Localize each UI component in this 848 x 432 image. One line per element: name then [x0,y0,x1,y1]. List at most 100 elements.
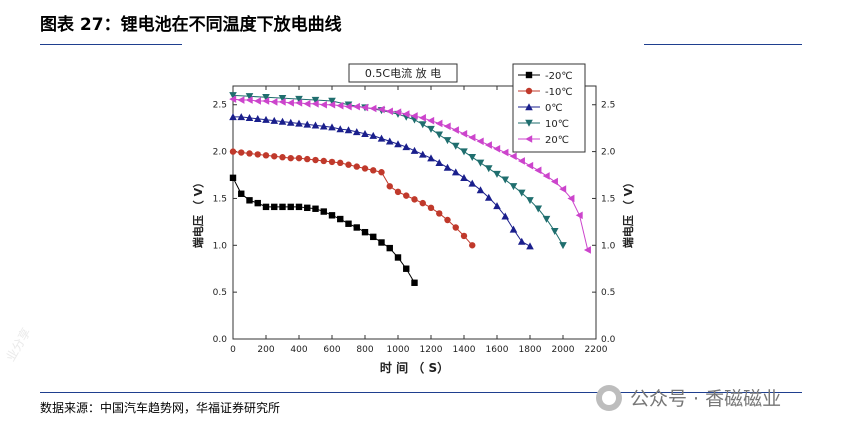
data-point [402,110,410,118]
y-tick-label: 2.0 [213,148,228,158]
chart-title-box [348,63,458,83]
data-point [469,242,476,249]
data-point [435,131,444,139]
data-point [427,154,435,162]
data-point [484,165,493,173]
data-point [575,211,583,220]
data-point [262,152,270,159]
data-point [443,122,451,131]
y-tick-label: 2.5 [213,101,227,111]
y-tick-label: 0.0 [213,335,228,345]
data-point [460,232,468,240]
legend-label: -20℃ [545,71,573,82]
data-point [304,204,311,212]
data-point [245,93,254,101]
data-point [287,203,294,211]
data-point [278,94,287,102]
chart-title: 0.5C电流 放 电 [365,66,441,80]
data-point [542,172,550,180]
legend-label: 10℃ [545,119,569,130]
data-point [311,96,320,104]
y-tick-label-right: 0.5 [601,288,615,298]
data-point [443,163,452,171]
data-point [410,146,419,154]
data-point [402,143,411,151]
data-point [377,134,386,142]
x-tick-label: 1000 [387,345,410,355]
data-point [253,114,262,122]
data-point [526,242,534,250]
data-point [378,239,385,246]
data-point [501,176,510,184]
data-point [526,161,534,170]
data-point [312,205,319,212]
data-point [427,116,435,125]
data-point [394,108,402,117]
data-point [468,154,477,162]
data-point [361,228,369,236]
data-point [254,151,261,158]
data-point [303,100,311,108]
data-point [559,242,567,250]
data-point [287,154,294,162]
data-point [451,142,460,150]
data-point [229,113,237,121]
y-tick-label-right: 0.0 [601,335,616,345]
x-tick-label: 1200 [420,345,443,355]
data-point [328,100,336,109]
data-point [286,99,294,107]
legend-marker [525,87,533,95]
data-point [403,192,410,199]
x-tick-label: 2200 [585,345,608,355]
data-point [353,163,360,170]
data-point [403,265,410,272]
data-point [295,99,303,107]
x-tick-label: 1800 [519,345,542,355]
data-point [271,153,278,160]
data-point [452,224,459,231]
data-point [484,141,492,149]
data-point [304,155,311,163]
y-tick-label-right: 2.5 [601,101,615,111]
wechat-icon [596,384,622,411]
watermark-text: 公众号 · 香磁磁业 [630,388,782,410]
data-point [534,205,543,213]
data-point [262,94,270,102]
legend-marker [525,103,533,111]
data-point [279,154,286,161]
data-point [418,150,427,158]
data-point [344,126,353,134]
legend-marker [525,119,533,127]
footer-rule [40,392,802,393]
data-point [262,97,270,105]
data-point [361,103,369,112]
data-point [476,159,485,167]
data-point [493,202,501,210]
legend-marker [525,71,533,79]
data-point [336,101,344,110]
data-point [451,126,459,134]
data-point [501,212,510,220]
data-point [344,102,352,111]
data-point [517,157,525,165]
data-point [246,150,253,157]
data-point [262,203,270,211]
data-point [370,233,377,241]
data-point [336,125,345,133]
data-point [311,121,320,129]
data-point [303,120,312,128]
data-point [542,215,551,223]
page-title: 图表 27：锂电池在不同温度下放电曲线 [40,15,342,35]
data-point [345,220,352,227]
data-point [493,144,501,153]
data-point [411,196,418,203]
y-axis-label: 端电压 （ V） [191,177,205,248]
data-point [319,100,327,109]
title-underline-left [40,44,182,45]
data-point [311,100,319,108]
data-point [493,170,501,178]
data-point [386,183,393,190]
data-point [328,97,336,105]
data-point [468,133,476,142]
x-axis-label: 时 间 （ S） [380,360,449,375]
